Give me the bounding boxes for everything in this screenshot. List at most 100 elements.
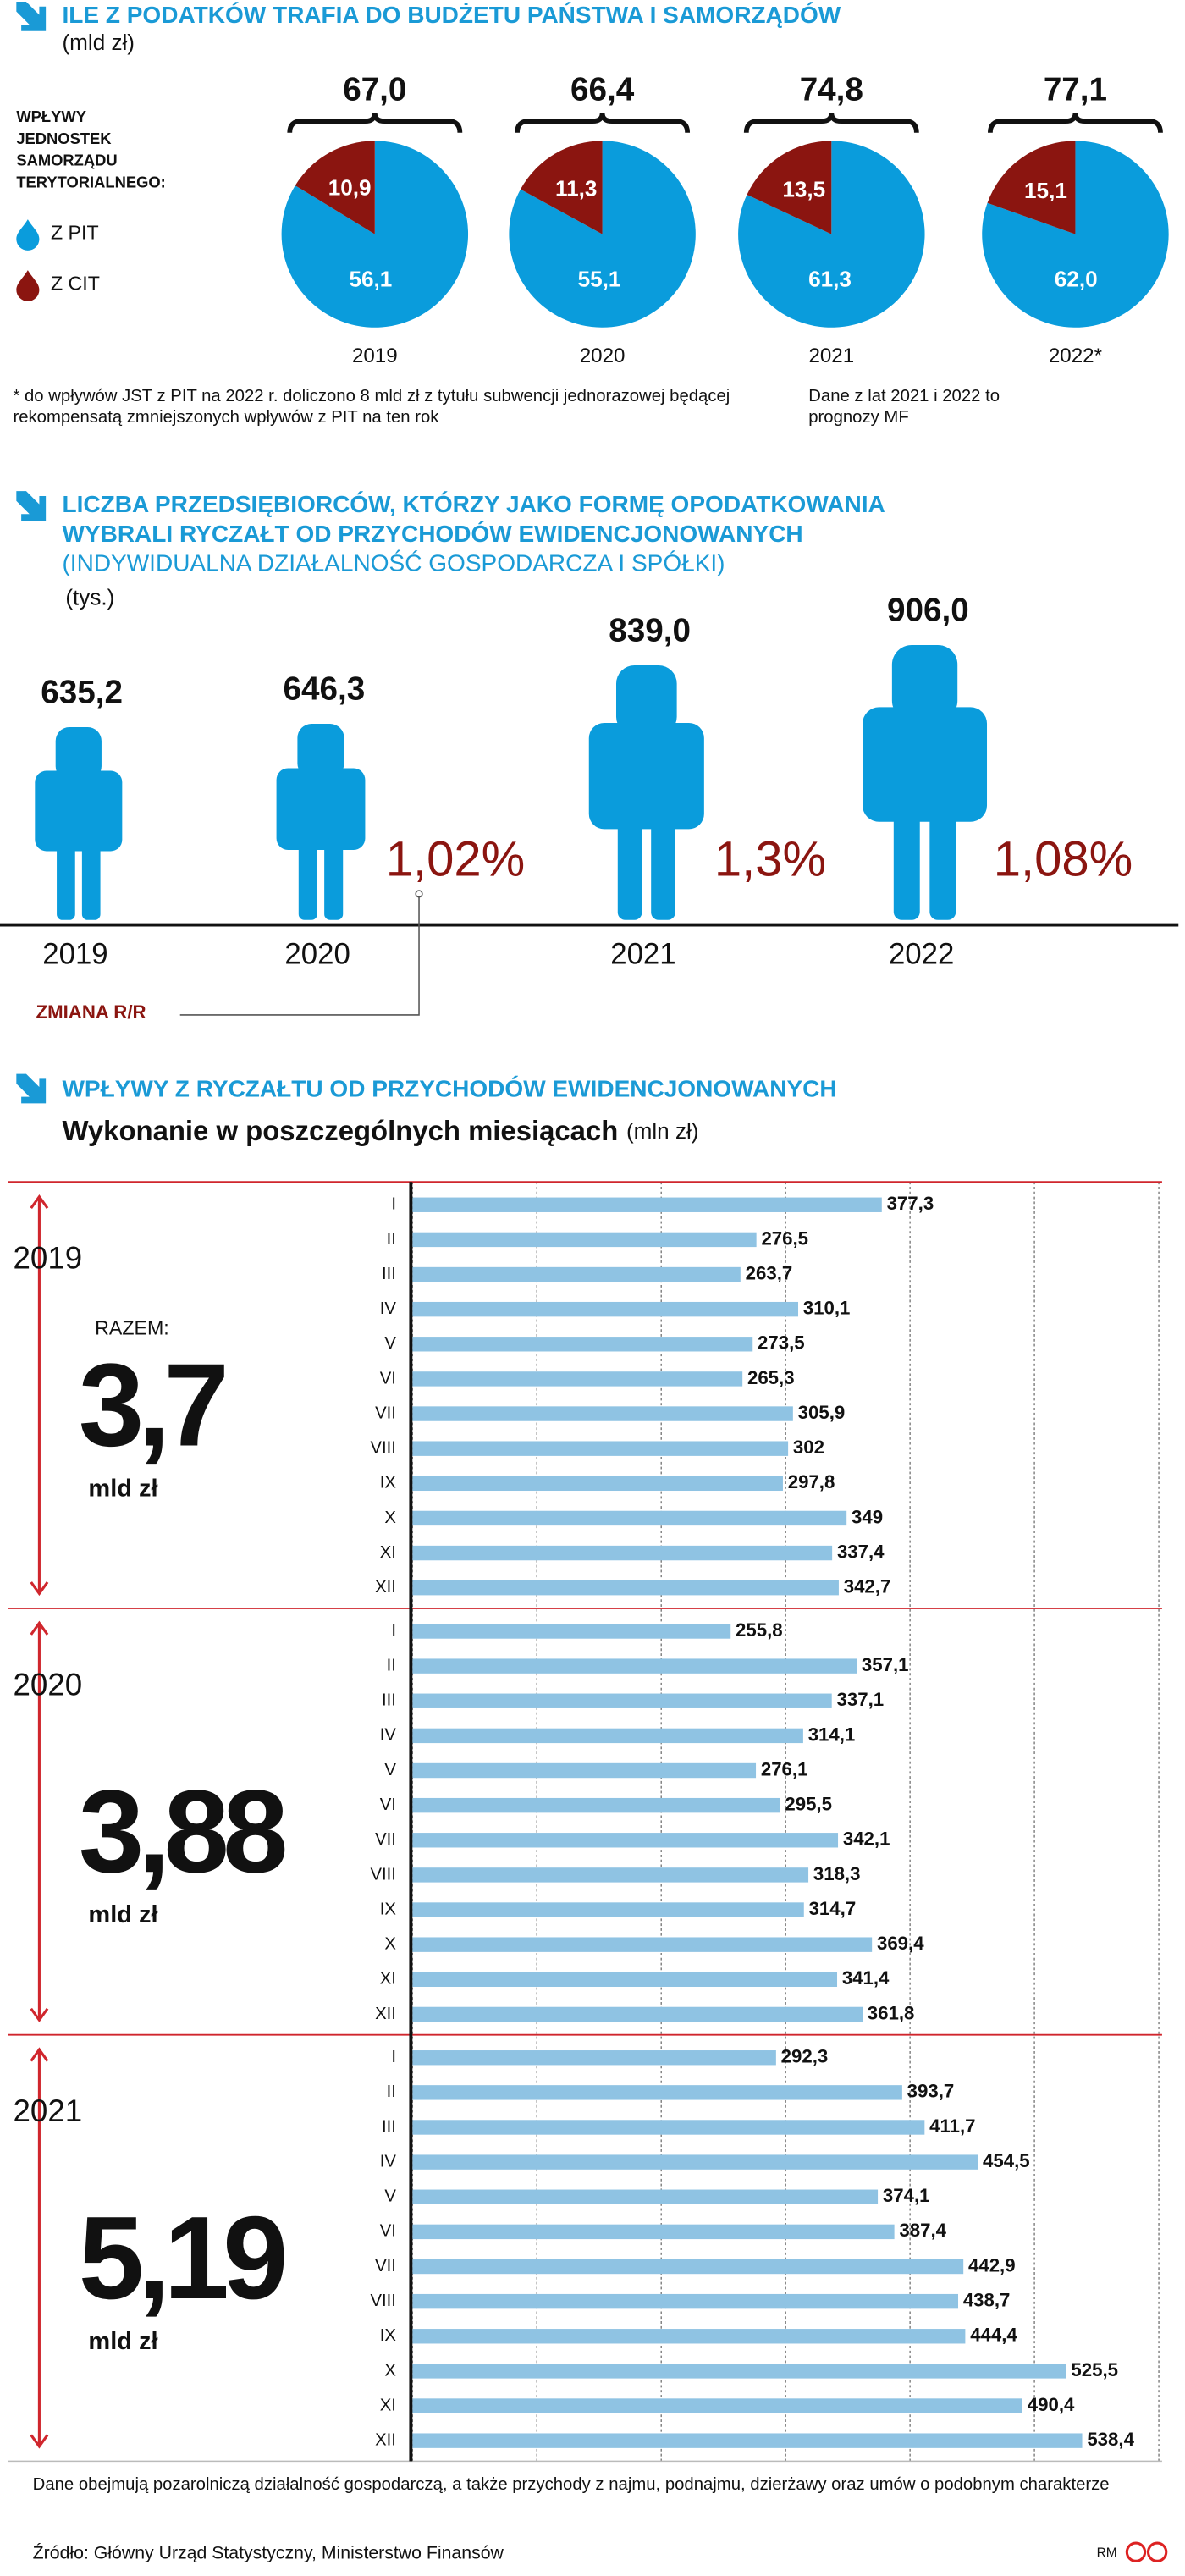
total-unit: mld zł xyxy=(88,1475,157,1502)
y-tick-label: VI xyxy=(380,2222,396,2241)
y-tick-label: III xyxy=(382,2117,396,2136)
x-tick-label: 2020 xyxy=(580,345,626,367)
bar xyxy=(412,1833,839,1848)
bar xyxy=(412,2120,925,2135)
value-label: 342,1 xyxy=(843,1829,890,1850)
range-arrow xyxy=(30,2047,49,2449)
value-label: 377,3 xyxy=(887,1193,934,1214)
legend-title: SAMORZĄDU xyxy=(16,152,117,169)
value-label: 305,9 xyxy=(798,1402,846,1423)
total-label: 77,1 xyxy=(1044,72,1107,108)
value-label: 342,7 xyxy=(844,1576,891,1597)
figure-head xyxy=(297,724,344,778)
bar xyxy=(412,1580,839,1596)
pie-slice xyxy=(738,141,925,328)
value-label: 646,3 xyxy=(283,671,365,708)
change-label: 1,02% xyxy=(386,831,525,886)
pie-slice xyxy=(509,141,696,328)
y-tick-label: VII xyxy=(375,2257,396,2275)
bar xyxy=(412,2433,1083,2448)
y-tick-label: VIII xyxy=(370,1439,395,1458)
charts: WPŁYWY JEDNOSTEK SAMORZĄDU TERYTORIALNEGO: Z… xyxy=(8,72,1169,2463)
note-box: * do wpływów JST z PIT na 2022 r. dolicz… xyxy=(13,386,730,427)
value-label: 310,1 xyxy=(803,1298,851,1319)
value-label: 387,4 xyxy=(899,2220,946,2241)
legend-label: Z PIT xyxy=(51,222,99,244)
figure-leg xyxy=(81,839,101,920)
total-bracket xyxy=(987,113,1163,133)
bar xyxy=(412,1545,833,1561)
y-tick-label: III xyxy=(382,1265,396,1283)
value-label: 374,1 xyxy=(883,2185,930,2206)
change-label: 1,08% xyxy=(994,831,1133,886)
value-label: 302 xyxy=(793,1437,824,1458)
value-label: 525,5 xyxy=(1071,2359,1118,2380)
y-tick-label: XII xyxy=(375,2431,396,2450)
figure-head xyxy=(55,727,102,781)
figure-body xyxy=(863,707,988,822)
bar xyxy=(412,2364,1066,2379)
bar xyxy=(412,2050,776,2066)
y-tick-label: I xyxy=(391,2048,396,2066)
bar xyxy=(412,1797,780,1813)
bar xyxy=(412,1371,743,1387)
y-tick-label: I xyxy=(391,1195,396,1214)
slice-label: 55,1 xyxy=(578,266,621,291)
value-label: 292,3 xyxy=(781,2046,829,2067)
range-arrow xyxy=(30,1194,49,1597)
bar xyxy=(412,1510,847,1526)
connector xyxy=(179,895,420,1016)
x-tick-label: 2019 xyxy=(352,345,398,367)
total-value: 3,7 xyxy=(79,1339,225,1471)
value-label: 369,4 xyxy=(877,1933,924,1954)
legend-title: WPŁYWY xyxy=(16,108,86,125)
figure xyxy=(863,644,988,920)
bar xyxy=(412,2085,902,2100)
bar xyxy=(412,1728,803,1744)
value-label: 337,1 xyxy=(837,1689,885,1710)
value-label: 255,8 xyxy=(736,1619,783,1641)
unit-label: (mln zł) xyxy=(626,1118,699,1144)
pie-slice xyxy=(987,141,1076,234)
y-tick-label: IX xyxy=(380,2326,397,2345)
bar xyxy=(412,2224,895,2240)
value-label: 538,4 xyxy=(1087,2429,1134,2450)
pie-slice xyxy=(747,141,832,234)
figure-head xyxy=(615,665,677,736)
bar xyxy=(412,1301,799,1317)
y-tick-label: I xyxy=(391,1621,396,1640)
y-tick-label: X xyxy=(384,1935,396,1954)
bar xyxy=(412,1658,857,1674)
bar xyxy=(412,1902,804,1917)
y-tick-label: IV xyxy=(380,1299,397,1318)
bar xyxy=(412,1232,757,1248)
y-tick-label: IX xyxy=(380,1474,397,1492)
legend-swatch xyxy=(16,270,40,301)
value-label: 314,7 xyxy=(809,1898,857,1919)
slice-label: 61,3 xyxy=(808,267,852,292)
y-tick-label: VIII xyxy=(370,2292,395,2310)
bar xyxy=(412,1266,741,1282)
group-label: 2021 xyxy=(13,2093,82,2128)
y-tick-label: X xyxy=(384,1509,396,1527)
x-tick-label: 2021 xyxy=(610,938,675,971)
x-tick-label: 2020 xyxy=(284,938,350,971)
value-label: 357,1 xyxy=(862,1654,909,1675)
y-tick-label: XI xyxy=(380,1970,396,1989)
total-label: 67,0 xyxy=(343,72,406,108)
y-tick-label: VII xyxy=(375,1830,396,1849)
value-label: 442,9 xyxy=(968,2254,1016,2275)
x-tick-label: 2019 xyxy=(42,938,107,971)
figure-leg xyxy=(57,839,75,920)
x-tick-label: 2021 xyxy=(808,345,854,367)
value-label: 444,4 xyxy=(970,2325,1017,2346)
figure-leg xyxy=(893,805,920,920)
footnote: * do wpływów JST z PIT na 2022 r. dolicz… xyxy=(13,386,730,427)
value-label: 454,5 xyxy=(983,2150,1030,2171)
total-label: 66,4 xyxy=(570,72,635,108)
source: Źródło: Główny Urząd Statystyczny, Minis… xyxy=(33,2541,504,2562)
bar xyxy=(412,1337,753,1352)
figure-leg xyxy=(324,838,344,920)
